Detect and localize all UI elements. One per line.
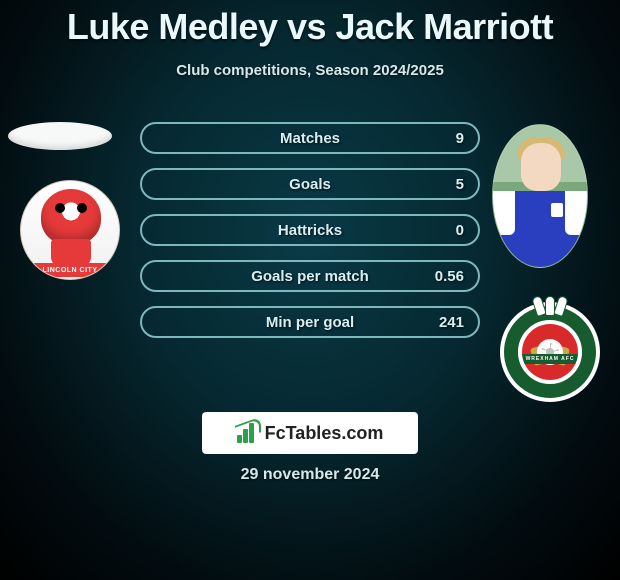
club-badge-left: LINCOLN CITY [20, 180, 120, 292]
subtitle: Club competitions, Season 2024/2025 [0, 62, 620, 79]
stat-row-hattricks: Hattricks 0 [140, 214, 480, 246]
club-badge-left-text: LINCOLN CITY [29, 263, 111, 277]
stat-row-goals: Goals 5 [140, 168, 480, 200]
stat-value: 9 [456, 130, 464, 147]
stats-panel: Matches 9 Goals 5 Hattricks 0 Goals per … [140, 122, 480, 352]
stat-label: Goals per match [251, 268, 369, 285]
stat-row-matches: Matches 9 [140, 122, 480, 154]
stat-row-min-per-goal: Min per goal 241 [140, 306, 480, 338]
stat-value: 5 [456, 176, 464, 193]
bar-chart-icon [237, 423, 259, 443]
stat-value: 0 [456, 222, 464, 239]
page-title: Luke Medley vs Jack Marriott [0, 0, 620, 48]
logo-text: FcTables.com [265, 423, 384, 444]
stat-label: Min per goal [266, 314, 354, 331]
fctables-logo: FcTables.com [202, 412, 418, 454]
stat-value: 0.56 [435, 268, 464, 285]
footer-date: 29 november 2024 [0, 466, 620, 484]
stat-label: Matches [280, 130, 340, 147]
stat-label: Hattricks [278, 222, 342, 239]
stat-row-goals-per-match: Goals per match 0.56 [140, 260, 480, 292]
player-avatar-left [8, 122, 112, 150]
feathers-icon [534, 296, 566, 318]
club-badge-right: WREXHAM AFC [500, 302, 600, 412]
stat-label: Goals [289, 176, 331, 193]
player-avatar-right [492, 124, 588, 268]
stat-value: 241 [439, 314, 464, 331]
club-badge-right-text: WREXHAM AFC [522, 354, 578, 364]
